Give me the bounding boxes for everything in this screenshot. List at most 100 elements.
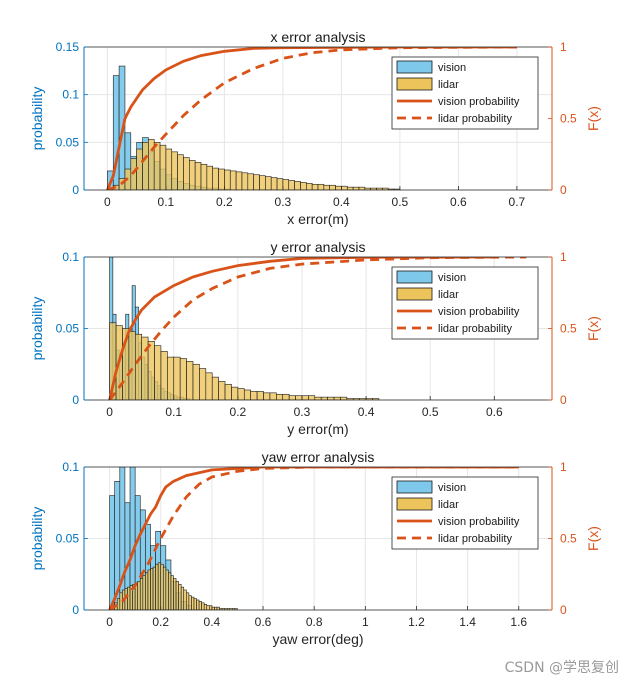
lidar-bar (216, 606, 220, 610)
lidar-bar (320, 396, 328, 400)
lidar-bar (193, 598, 197, 610)
lidar-bar (134, 333, 142, 400)
lidar-bar (165, 148, 173, 190)
lidar-bar (173, 578, 177, 610)
lidar-bar (265, 176, 272, 190)
lidar-bar (157, 562, 162, 610)
legend-label: lidar probability (438, 323, 512, 335)
lidar-bar (177, 154, 184, 190)
lidar-bar (308, 395, 316, 400)
plot-area (106, 47, 517, 190)
x-tick-label: 0.3 (294, 405, 311, 419)
lidar-bar (183, 157, 190, 190)
lidar-bar (311, 183, 319, 190)
x-tick-label: 0.4 (204, 615, 221, 629)
lidar-bar (235, 171, 243, 190)
lidar-bar (206, 605, 210, 610)
lidar-bar (188, 595, 192, 610)
lidar-bar (142, 575, 146, 610)
lidar-bar (333, 396, 341, 400)
lidar-bar (288, 395, 296, 400)
lidar-bar (159, 144, 167, 190)
legend-swatch (396, 497, 433, 511)
chart-title: y error analysis (271, 239, 366, 255)
y-tick-label: 0.15 (56, 40, 80, 54)
legend-swatch (396, 77, 433, 91)
lidar-bar (196, 599, 200, 610)
legend-swatch (396, 480, 433, 494)
legend: vision lidar vision probability lidar proba… (391, 56, 539, 130)
lidar-bar (218, 381, 226, 400)
lidar-bar (201, 602, 205, 610)
lidar-bar (203, 603, 208, 610)
y-tick-label: 0.1 (62, 460, 79, 474)
vision-bar (119, 467, 126, 610)
lidar-bar (269, 392, 277, 400)
x-tick-label: 0.8 (306, 615, 323, 629)
x-tick-label: 0 (104, 195, 111, 209)
lidar-bar (237, 388, 245, 400)
lidar-bar (180, 586, 185, 610)
x-tick-label: 0.5 (392, 195, 409, 209)
lidar-bar (116, 598, 121, 610)
lidar-bar (341, 185, 348, 190)
lidar-bar (243, 389, 251, 400)
x-axis-label: x error(m) (287, 211, 348, 227)
lidar-bar (211, 376, 219, 400)
x-tick-label: 0.1 (165, 405, 182, 419)
y-right-tick-label: 1 (560, 460, 567, 474)
legend-label: vision (438, 272, 466, 284)
lidar-bar (145, 572, 149, 610)
lidar-bar (178, 583, 182, 610)
y-right-axis-label: F(x) (585, 106, 601, 131)
lidar-bar (179, 358, 187, 400)
y-right-axis-label: F(x) (585, 316, 601, 341)
lidar-bar (300, 182, 307, 190)
vision-probability-line (108, 467, 519, 610)
watermark: CSDN @学思复创 (504, 660, 619, 676)
lidar-bar (142, 142, 149, 190)
lidar-bar (206, 165, 214, 190)
lidar-bar (162, 566, 167, 610)
legend-label: lidar (438, 289, 459, 301)
lidar-probability-line (106, 47, 517, 190)
lidar-bar (199, 368, 207, 400)
lidar-bar (294, 181, 301, 190)
lidar-probability-line (108, 467, 519, 610)
lidar-bar (127, 586, 131, 610)
lidar-probability-line (108, 257, 527, 400)
lidar-bar (194, 162, 202, 190)
lidar-bar (171, 151, 178, 190)
legend-swatch (396, 60, 433, 74)
lidar-bar (198, 601, 202, 610)
y-tick-label: 0 (72, 183, 79, 197)
lidar-bar (259, 175, 266, 190)
lidar-bar (241, 172, 249, 190)
lidar-bar (247, 173, 254, 190)
x-tick-label: 0.4 (358, 405, 375, 419)
x-tick-label: 0.2 (216, 195, 233, 209)
lidar-bar (167, 356, 175, 400)
x-axis-label: y error(m) (287, 421, 348, 437)
lidar-bar (183, 589, 187, 610)
lidar-bar (154, 345, 162, 400)
legend: vision lidar vision probability lidar proba… (391, 476, 539, 550)
lidar-bar (168, 572, 172, 610)
x-tick-label: 0.5 (422, 405, 439, 419)
legend-swatch (396, 270, 433, 284)
y-right-tick-label: 1 (560, 40, 567, 54)
plot-area (108, 467, 519, 610)
legend-label: lidar (438, 499, 459, 511)
y-right-tick-label: 0.5 (560, 112, 577, 126)
legend-label: vision probability (438, 306, 520, 318)
plot-area (108, 257, 527, 400)
x-tick-label: 1.4 (459, 615, 476, 629)
x-tick-label: 1 (362, 615, 369, 629)
lidar-bar (270, 177, 278, 190)
lidar-bar (137, 581, 141, 610)
y-tick-label: 0.05 (56, 135, 80, 149)
lidar-bar (253, 174, 260, 190)
lidar-bar (224, 169, 231, 190)
lidar-bar (170, 575, 174, 610)
